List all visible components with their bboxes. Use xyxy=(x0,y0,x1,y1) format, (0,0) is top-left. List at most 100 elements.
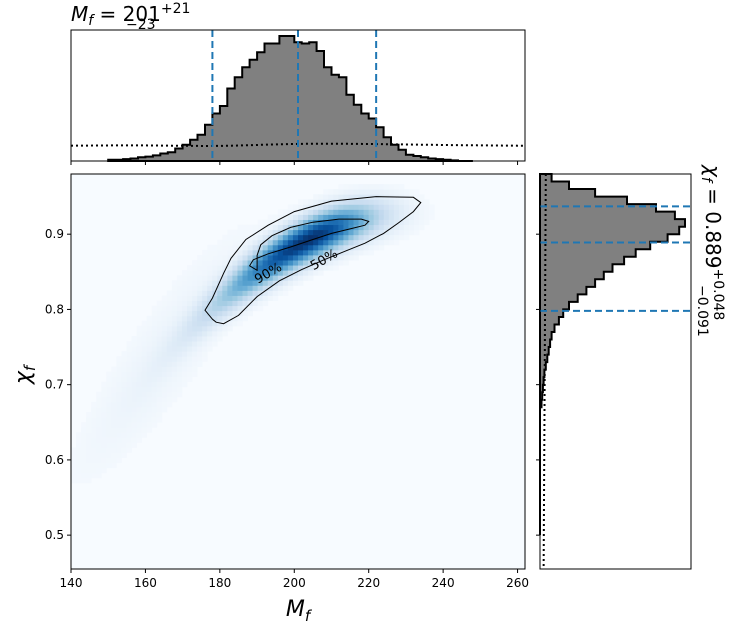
heatmap-cell xyxy=(227,229,233,236)
heatmap-cell xyxy=(141,330,148,337)
heatmap-cell xyxy=(363,219,370,226)
heatmap-cell xyxy=(424,214,430,220)
heatmap-cell xyxy=(91,401,97,408)
heatmap-cell xyxy=(96,457,102,464)
heatmap-cell xyxy=(363,214,370,220)
heatmap-cell xyxy=(262,255,269,261)
heatmap-cell xyxy=(197,361,203,367)
heatmap-cell xyxy=(343,249,349,256)
heatmap-cell xyxy=(267,265,274,271)
heatmap-cell xyxy=(373,199,380,205)
heatmap-cell xyxy=(141,366,148,372)
x-tick-label: 140 xyxy=(60,576,83,590)
heatmap-cell xyxy=(181,280,188,286)
heatmap-cell xyxy=(363,204,370,210)
heatmap-cell xyxy=(363,199,370,205)
heatmap-cell xyxy=(101,386,107,393)
heatmap-cell xyxy=(343,255,349,261)
heatmap-cell xyxy=(323,219,329,226)
heatmap-cell xyxy=(348,239,354,246)
heatmap-cell xyxy=(222,280,228,286)
heatmap-cell xyxy=(287,260,294,266)
heatmap-cell xyxy=(202,351,208,357)
heatmap-cell xyxy=(171,371,178,377)
heatmap-cell xyxy=(106,391,112,398)
heatmap-cell xyxy=(303,219,309,226)
heatmap-cell xyxy=(292,204,299,210)
heatmap-cell xyxy=(328,214,334,220)
heatmap-cell xyxy=(176,300,183,307)
heatmap-cell xyxy=(166,310,173,317)
heatmap-cell xyxy=(408,189,415,195)
heatmap-cell xyxy=(292,244,299,251)
heatmap-cell xyxy=(292,209,299,215)
heatmap-cell xyxy=(111,406,117,413)
heatmap-cell xyxy=(252,290,259,296)
heatmap-cell xyxy=(217,285,223,291)
heatmap-cell xyxy=(257,295,264,301)
heatmap-cell xyxy=(343,199,349,205)
heatmap-cell xyxy=(202,290,208,296)
heatmap-cell xyxy=(287,204,294,210)
heatmap-cell xyxy=(192,366,198,372)
heatmap-cell xyxy=(267,280,274,286)
heatmap-cell xyxy=(161,305,168,312)
heatmap-cell xyxy=(202,310,208,317)
heatmap-cell xyxy=(242,280,248,286)
heatmap-cell xyxy=(161,371,168,377)
heatmap-cell xyxy=(323,265,329,271)
heatmap-cell xyxy=(262,300,269,307)
heatmap-cell xyxy=(171,325,178,332)
heatmap-cell xyxy=(146,351,153,357)
heatmap-cell xyxy=(136,325,143,332)
heatmap-cell xyxy=(146,356,153,362)
heatmap-cell xyxy=(96,417,102,423)
heatmap-cell xyxy=(373,189,380,195)
heatmap-cell xyxy=(187,290,193,296)
heatmap-cell xyxy=(267,270,274,276)
heatmap-cell xyxy=(237,260,243,266)
heatmap-cell xyxy=(383,219,390,226)
heatmap-cell xyxy=(262,234,269,241)
heatmap-cell xyxy=(343,260,349,266)
heatmap-cell xyxy=(136,401,143,408)
heatmap-cell xyxy=(338,234,344,241)
heatmap-cell xyxy=(368,204,375,210)
heatmap-cell xyxy=(91,427,97,433)
heatmap-cell xyxy=(197,320,203,327)
heatmap-cell xyxy=(257,249,264,256)
heatmap-cell xyxy=(272,239,279,246)
heatmap-cell xyxy=(303,260,309,266)
heatmap-cell xyxy=(136,356,143,362)
heatmap-cell xyxy=(328,209,334,215)
heatmap-cell xyxy=(91,467,97,474)
heatmap-cell xyxy=(212,325,218,332)
heatmap-cell xyxy=(247,260,253,266)
heatmap-cell xyxy=(217,244,223,251)
heatmap-cell xyxy=(136,396,143,403)
heatmap-cell xyxy=(171,376,178,383)
heatmap-cell xyxy=(176,386,183,393)
heatmap-cell xyxy=(242,295,248,301)
heatmap-cell xyxy=(146,336,153,342)
heatmap-cell xyxy=(348,224,354,231)
heatmap-cell xyxy=(287,239,294,246)
heatmap-cell xyxy=(262,244,269,251)
heatmap-cell xyxy=(257,239,264,246)
heatmap-cell xyxy=(136,412,143,418)
heatmap-cell xyxy=(131,437,137,443)
top-x-ticks xyxy=(70,161,519,165)
heatmap-cell xyxy=(156,417,163,423)
heatmap-cell xyxy=(76,477,82,484)
heatmap-cell xyxy=(212,330,218,337)
heatmap-cell xyxy=(419,224,425,231)
heatmap-cell xyxy=(181,376,188,383)
heatmap-cell xyxy=(156,412,163,418)
heatmap-cell xyxy=(282,209,289,215)
heatmap-cell xyxy=(197,300,203,307)
heatmap-cell xyxy=(308,209,314,215)
heatmap-cell xyxy=(292,280,299,286)
heatmap-cell xyxy=(156,336,163,342)
heatmap-cell xyxy=(287,275,294,281)
heatmap-cell xyxy=(252,239,259,246)
